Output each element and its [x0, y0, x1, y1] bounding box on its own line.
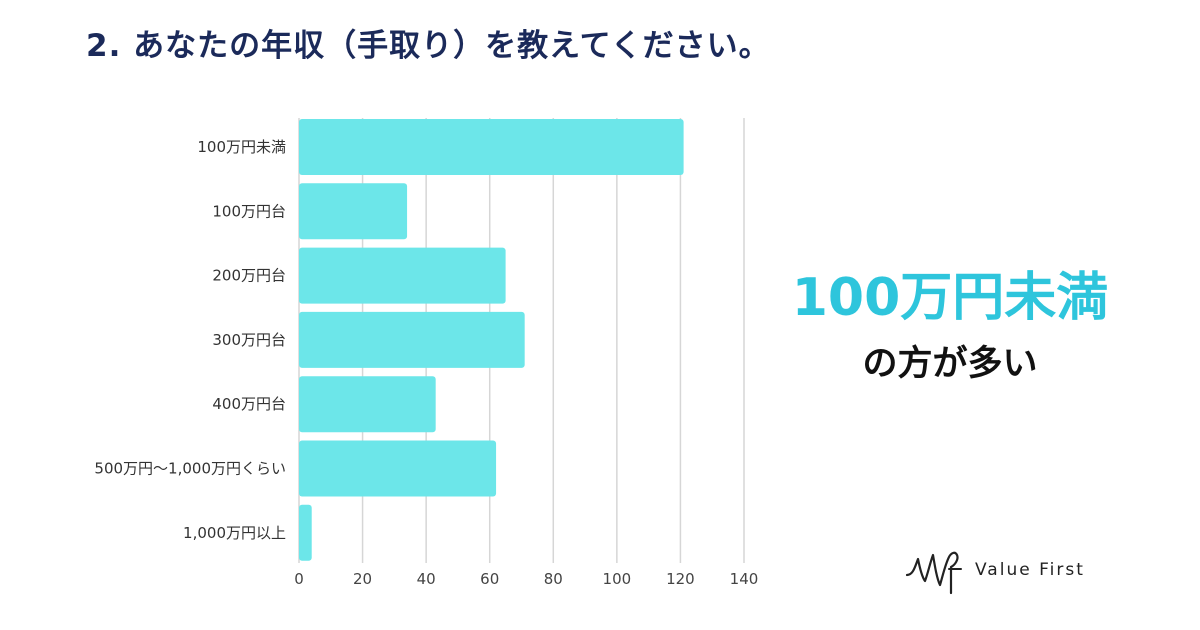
logo-mark-icon — [905, 551, 962, 595]
x-tick-label: 140 — [730, 570, 759, 588]
callout-sub-text: の方が多い — [862, 344, 1038, 384]
category-label: 400万円台 — [212, 395, 286, 413]
callout-main-text: 100万円未満 — [791, 268, 1109, 328]
category-label: 1,000万円以上 — [183, 524, 286, 542]
bars — [299, 119, 684, 561]
x-tick-label: 0 — [294, 570, 304, 588]
bar — [299, 311, 525, 368]
bar — [299, 119, 684, 175]
x-tick-labels: 0 20 40 60 80 100 120 140 — [294, 570, 758, 588]
category-label: 100万円台 — [212, 202, 286, 220]
x-tick-label: 100 — [603, 570, 632, 588]
page-title: 2. あなたの年収（手取り）を教えてください。 — [86, 28, 771, 64]
x-tick-label: 80 — [544, 570, 563, 588]
bar — [299, 247, 506, 304]
logo-text: Value First — [975, 560, 1085, 580]
category-label: 100万円未満 — [197, 138, 286, 156]
bar — [299, 440, 497, 497]
category-label: 300万円台 — [212, 331, 286, 349]
category-label: 200万円台 — [212, 267, 286, 285]
x-tick-label: 20 — [353, 570, 372, 588]
category-labels: 100万円未満 100万円台 200万円台 300万円台 400万円台 500万円〜1,0… — [94, 138, 286, 542]
bar — [299, 504, 312, 561]
bar — [299, 376, 436, 433]
category-label: 500万円〜1,000万円くらい — [94, 460, 286, 478]
x-tick-label: 60 — [480, 570, 499, 588]
x-tick-label: 40 — [417, 570, 436, 588]
brand-logo: Value First — [905, 545, 1085, 595]
x-tick-label: 120 — [666, 570, 695, 588]
bar — [299, 183, 408, 240]
